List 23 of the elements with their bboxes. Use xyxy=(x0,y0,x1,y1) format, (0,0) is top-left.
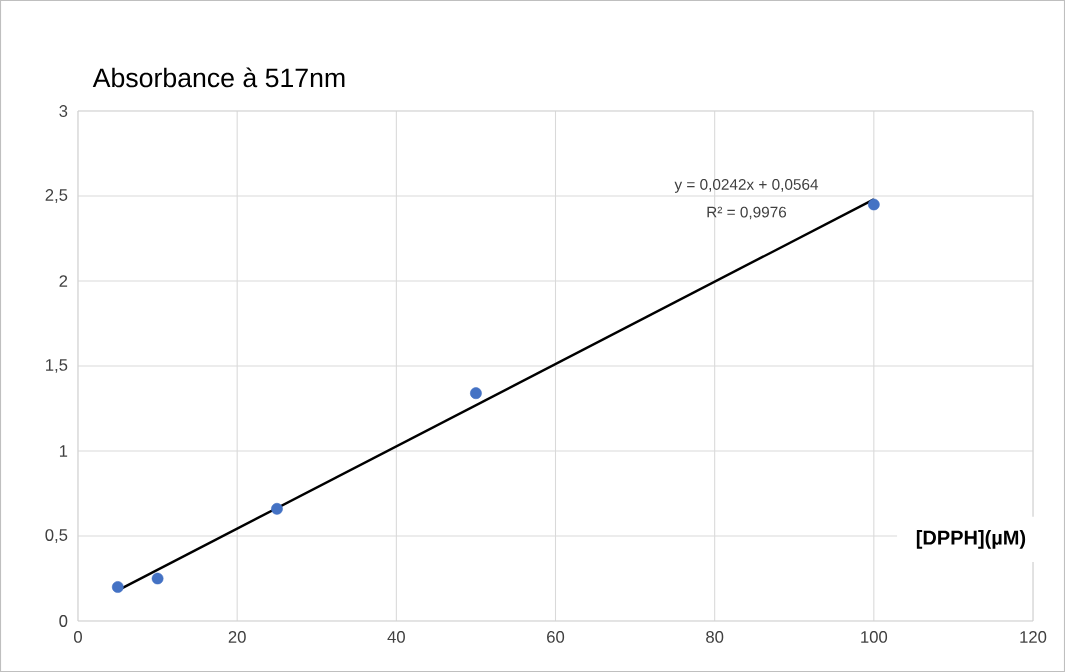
point xyxy=(151,572,164,585)
y-tick-label: 3 xyxy=(59,105,68,117)
x-tick-label: 120 xyxy=(1020,631,1047,643)
point xyxy=(271,502,283,515)
point xyxy=(111,581,124,593)
x-tick-label: 80 xyxy=(706,631,724,643)
y-tick-label: 0,5 xyxy=(45,529,68,543)
x-tick-label: 20 xyxy=(228,631,246,643)
chart-title: Absorbance à 517nm xyxy=(92,67,345,88)
y-tick-label: 1,5 xyxy=(46,359,68,373)
y-tick-label: 2 xyxy=(59,275,68,287)
x-tick-label: 0 xyxy=(74,631,82,643)
annotation: R² = 0,9976 xyxy=(707,206,787,220)
x-axis-title: [DPPH](µM) xyxy=(916,530,1026,549)
y-tick-label: 0 xyxy=(59,615,68,627)
y-tick-label: 2,5 xyxy=(45,189,68,203)
x-tick-label: 100 xyxy=(861,631,888,643)
x-tick-label: 60 xyxy=(547,631,565,643)
point xyxy=(470,387,482,400)
x-tick-label: 40 xyxy=(387,631,405,643)
point xyxy=(867,198,880,211)
annotation: y = 0,0242x + 0,0564 xyxy=(674,179,819,193)
y-tick-label: 1 xyxy=(59,445,68,457)
